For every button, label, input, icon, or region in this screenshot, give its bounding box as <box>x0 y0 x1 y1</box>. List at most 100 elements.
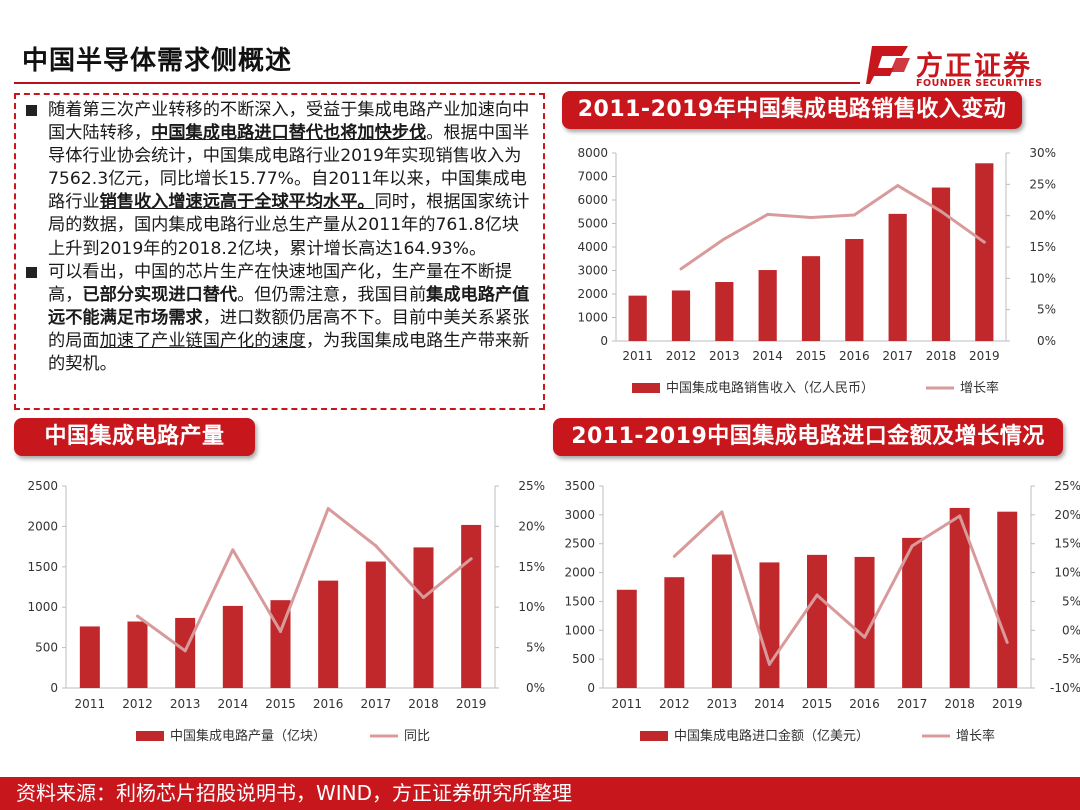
p2-text-3: ，进口数额仍居高不下。目前中美关系紧张的局面 <box>48 307 530 351</box>
summary-text-box: 随着第三次产业转移的不断深入，受益于集成电路产业加速向中国大陆转移，中国集成电路… <box>14 93 545 410</box>
legend-bar-label: 中国集成电路产量（亿块） <box>170 728 326 744</box>
left-tick-label: 500 <box>572 652 595 666</box>
x-tick-label: 2019 <box>969 349 1000 363</box>
left-tick-label: 2500 <box>564 537 595 551</box>
growth-point-2017 <box>896 184 900 188</box>
growth-point-2019 <box>1005 640 1009 644</box>
logo-chinese-name: 方正证券 <box>916 51 1032 82</box>
p1-emphasis-growth: 销售收入增速远高于全球平均水平。 <box>99 192 375 213</box>
bar-2019 <box>997 511 1018 688</box>
banner-sales-title: 2011-2019年中国集成电路销售收入变动 <box>562 91 1022 129</box>
growth-rate-line <box>680 184 986 271</box>
bar-2017 <box>365 561 386 688</box>
bar-2016 <box>318 580 339 688</box>
bar-2012 <box>671 290 691 341</box>
page-title: 中国半导体需求侧概述 <box>22 46 293 76</box>
x-tick-label: 2019 <box>992 697 1023 711</box>
right-tick-label: -5% <box>1058 652 1080 666</box>
left-tick-label: 2000 <box>577 287 608 301</box>
bar-2019 <box>461 524 482 688</box>
x-tick-label: 2018 <box>408 697 439 711</box>
ic-import-chart: 0 500 1000 1500 2000 2500 3000 3500 -10% -5% 0% 5% 1… <box>564 479 1080 744</box>
left-tick-label: 1500 <box>564 594 595 608</box>
right-tick-label: 10% <box>518 600 545 614</box>
growth-point-2012 <box>672 554 676 558</box>
left-tick-label: 8000 <box>577 146 608 160</box>
founder-logo-mark-icon <box>866 46 910 84</box>
growth-point-2019 <box>982 240 986 244</box>
bar-2014 <box>222 605 243 688</box>
growth-point-2012 <box>136 614 139 618</box>
legend-line-label: 增长率 <box>960 380 999 396</box>
summary-paragraph-1: 随着第三次产业转移的不断深入，受益于集成电路产业加速向中国大陆转移，中国集成电路… <box>26 99 535 261</box>
legend-bar-swatch <box>640 731 668 741</box>
left-tick-label: 7000 <box>577 170 608 184</box>
growth-point-2016 <box>326 507 330 511</box>
bar-2011 <box>79 626 100 688</box>
growth-point-2015 <box>279 629 282 633</box>
growth-point-2014 <box>231 548 235 552</box>
left-tick-label: 0 <box>600 334 608 348</box>
summary-paragraph-2: 可以看出，中国的芯片生产在快速地国产化，生产量在不断提高，已部分实现进口替代。但… <box>26 261 535 376</box>
p1-text-1: 随着第三次产业转移的不断深入，受益于集成电路产业加速向中国大陆转移， <box>48 100 530 144</box>
logo-english-name: FOUNDER SECURITIES <box>916 78 1043 89</box>
left-tick-label: 2000 <box>564 566 595 580</box>
bar-2017 <box>888 213 907 341</box>
p2-emphasis-localization: 加速了产业链国产化的速度 <box>99 330 306 351</box>
growth-point-2014 <box>766 212 770 216</box>
right-tick-label: 25% <box>1029 177 1056 191</box>
x-tick-label: 2016 <box>849 697 880 711</box>
right-tick-label: 0% <box>1037 334 1056 348</box>
bar-2016 <box>854 556 875 688</box>
p1-text-2: 。根据中国半导体行业协会统计，中国集成电路行业2019年实现销售收入为7562.… <box>48 123 530 213</box>
x-tick-label: 2018 <box>926 349 957 363</box>
growth-point-2013 <box>183 649 187 653</box>
title-rule <box>14 82 860 84</box>
growth-point-2017 <box>910 544 914 548</box>
bar-2015 <box>807 554 827 688</box>
growth-point-2014 <box>767 662 771 666</box>
bar-2013 <box>715 282 734 341</box>
growth-point-2019 <box>469 557 473 561</box>
growth-point-2016 <box>863 635 867 639</box>
right-tick-label: 20% <box>1054 508 1080 522</box>
right-tick-label: 10% <box>1029 271 1056 285</box>
p1-emphasis-import-substitution: 中国集成电路进口替代也将加快步伐 <box>151 123 427 144</box>
x-tick-label: 2016 <box>839 349 870 363</box>
bar-2015 <box>801 256 821 341</box>
square-bullet-icon <box>26 105 37 116</box>
x-tick-label: 2013 <box>170 697 201 711</box>
legend-bar-swatch <box>136 731 164 741</box>
x-tick-label: 2017 <box>882 349 913 363</box>
right-tick-label: 15% <box>1054 537 1080 551</box>
right-tick-label: 30% <box>1029 146 1056 160</box>
right-tick-label: 10% <box>1054 566 1080 580</box>
bar-2012 <box>664 577 685 688</box>
right-tick-label: 25% <box>518 479 545 493</box>
right-tick-label: 5% <box>1062 594 1080 608</box>
bar-2019 <box>975 163 994 341</box>
legend-bar-label: 中国集成电路进口金额（亿美元） <box>674 728 869 744</box>
right-tick-label: -10% <box>1050 681 1080 695</box>
bar-2011 <box>616 589 637 688</box>
growth-rate-line <box>136 507 473 653</box>
right-tick-label: 5% <box>526 641 545 655</box>
bar-2016 <box>845 239 864 341</box>
bar-2013 <box>175 617 196 688</box>
right-tick-label: 20% <box>1029 209 1056 223</box>
x-tick-label: 2017 <box>897 697 928 711</box>
bar-2014 <box>759 562 780 688</box>
ic-output-chart: 0 500 1000 1500 2000 2500 0% 5% 10% 15% 20% 25% 2011… <box>27 479 545 744</box>
right-tick-label: 0% <box>1062 623 1080 637</box>
growth-point-2015 <box>809 216 813 220</box>
x-tick-label: 2012 <box>659 697 690 711</box>
legend-line-label: 同比 <box>404 729 430 744</box>
founder-logo: 方正证券 FOUNDER SECURITIES <box>866 42 1066 92</box>
bar-2012 <box>127 621 148 688</box>
left-tick-label: 5000 <box>577 217 608 231</box>
x-tick-label: 2013 <box>707 697 738 711</box>
bar-2018 <box>413 547 434 688</box>
x-tick-label: 2015 <box>796 349 827 363</box>
growth-point-2012 <box>679 267 683 271</box>
p2-text-4: ，为我国集成电路生产带来新的契机。 <box>48 330 530 375</box>
